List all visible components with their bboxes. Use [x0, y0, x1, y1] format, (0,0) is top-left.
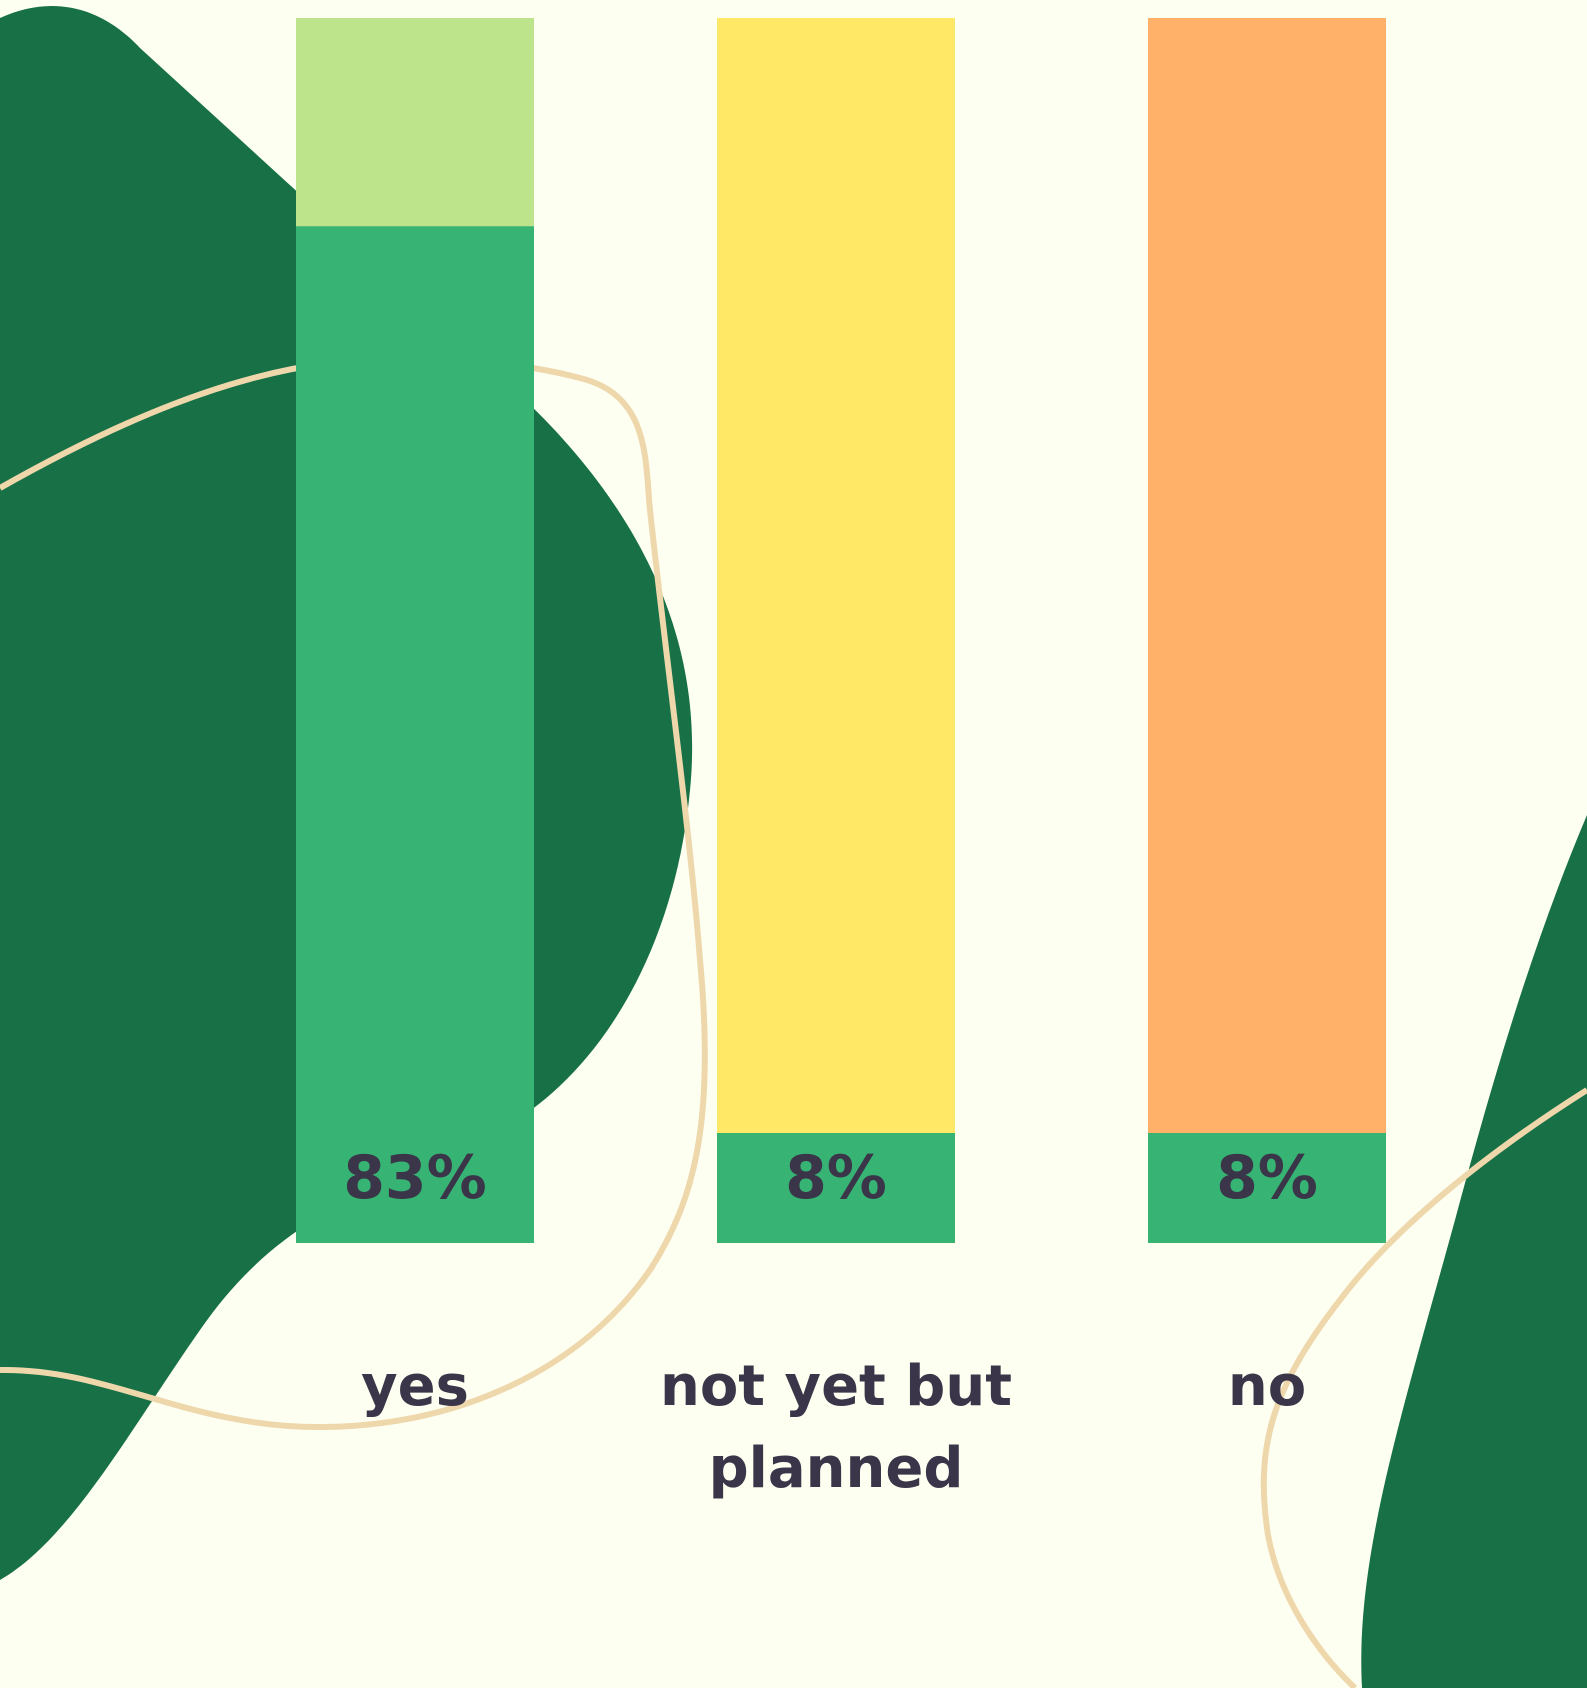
data-label-0: 83% [343, 1143, 487, 1213]
category-label-1-line-0: not yet but [660, 1354, 1012, 1419]
data-label-1: 8% [785, 1143, 887, 1213]
decorative-line-right [1260, 1087, 1587, 1688]
decorative-blob-right [1361, 815, 1587, 1688]
bar-track-1 [717, 18, 955, 1243]
bar-track-2 [1148, 18, 1386, 1243]
bar-value-2 [1148, 1133, 1386, 1243]
bar-value-1 [717, 1133, 955, 1243]
labels-layer: 83% yes 8% not yet but planned 8% no [343, 1143, 1318, 1501]
category-label-0: yes [361, 1354, 469, 1419]
category-label-2: no [1228, 1354, 1306, 1419]
bars-layer [296, 18, 1386, 1243]
data-label-2: 8% [1216, 1143, 1318, 1213]
category-label-1-line-1: planned [709, 1436, 964, 1501]
bar-value-0 [296, 226, 534, 1243]
